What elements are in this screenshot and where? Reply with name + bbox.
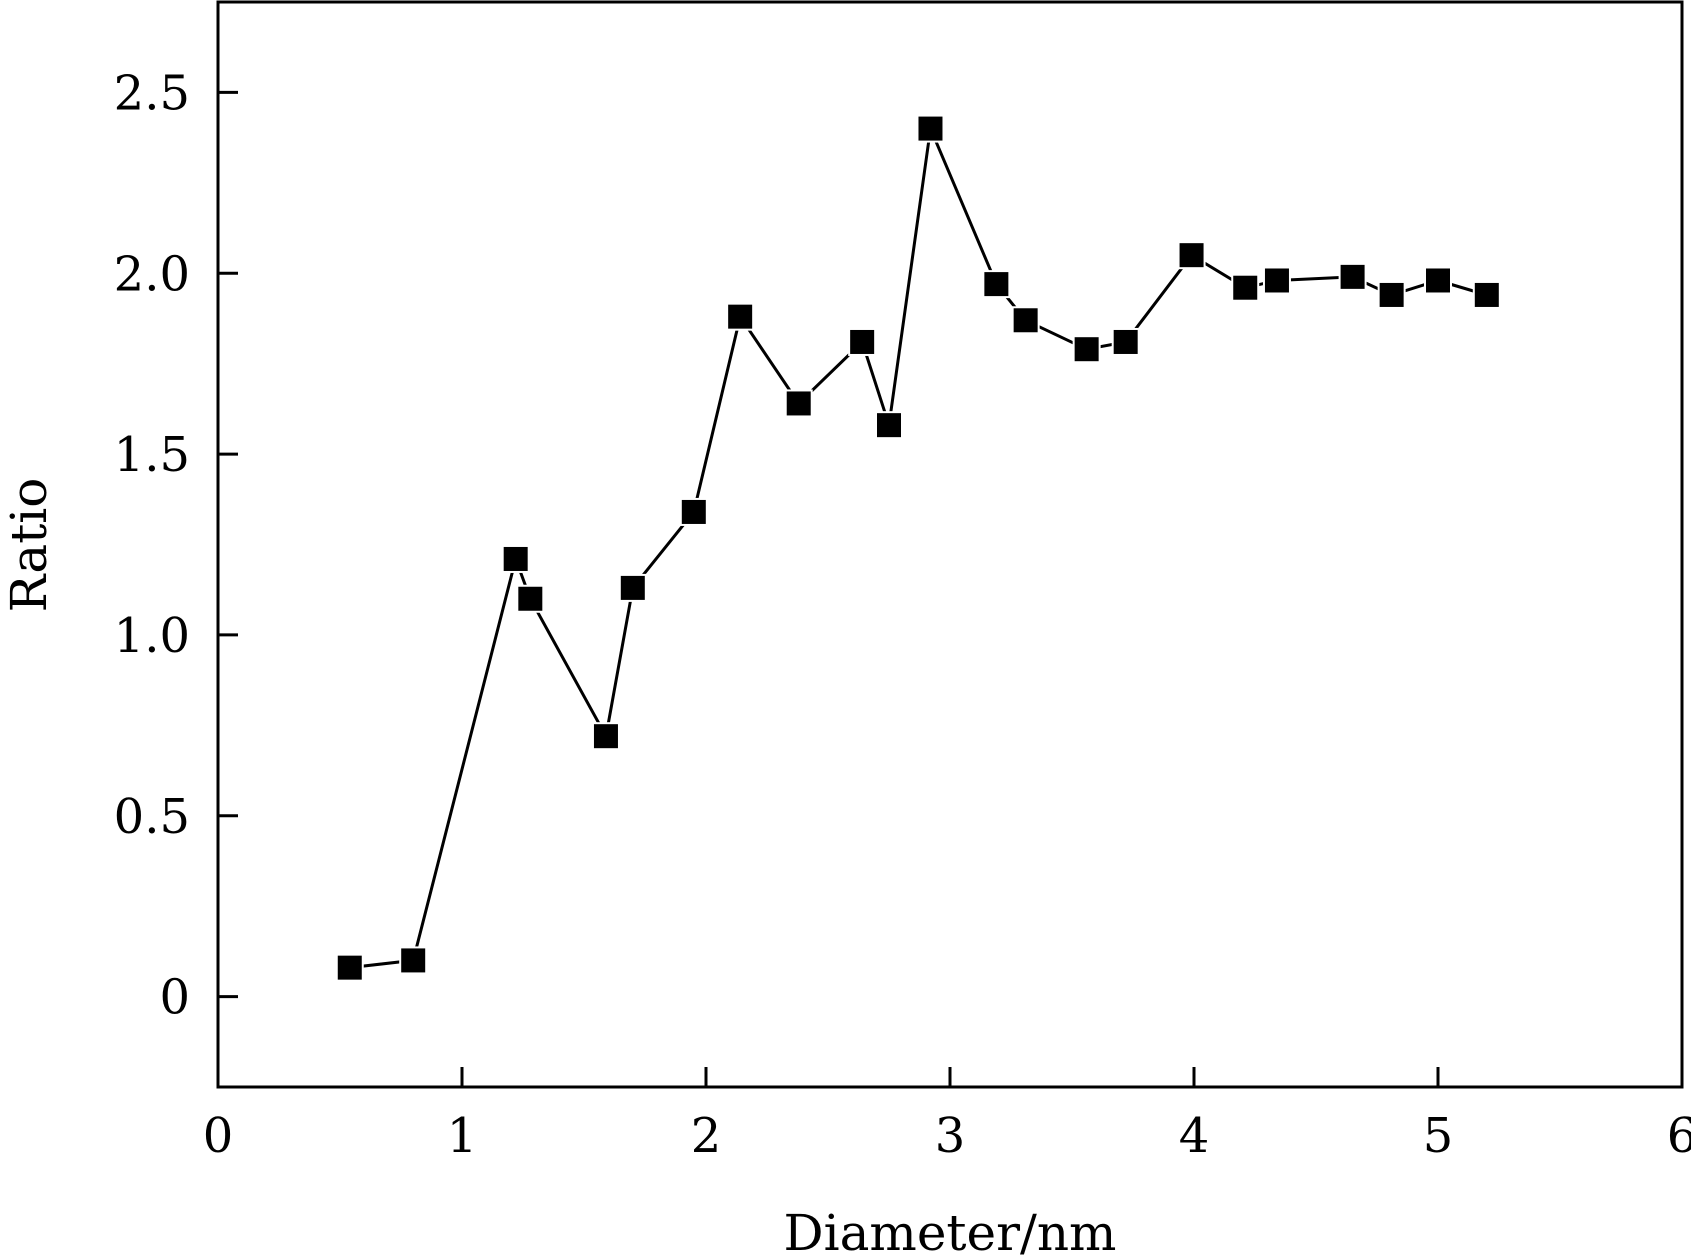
y-axis-ticks: 0 0.5 1.0 1.5 2.0 2.5 xyxy=(114,65,238,1026)
data-point xyxy=(1472,280,1501,309)
x-tick-label: 3 xyxy=(935,1108,966,1164)
x-tick-label: 2 xyxy=(691,1108,722,1164)
data-point xyxy=(618,573,647,602)
y-tick-label: 2.0 xyxy=(114,246,190,302)
data-point xyxy=(1424,266,1452,295)
x-tick-label: 4 xyxy=(1179,1108,1210,1164)
data-point xyxy=(1111,327,1140,356)
x-axis-ticks: 0 1 2 3 4 5 6 xyxy=(203,1067,1691,1164)
series-layer xyxy=(335,114,1501,982)
x-tick-label: 6 xyxy=(1667,1108,1691,1164)
data-point xyxy=(1177,241,1206,270)
data-point xyxy=(501,544,530,573)
data-point xyxy=(726,302,755,331)
y-tick-label: 0 xyxy=(159,970,190,1026)
data-point xyxy=(516,584,545,613)
data-point xyxy=(679,497,708,526)
y-tick-label: 0.5 xyxy=(114,789,190,845)
plot-frame xyxy=(216,0,1684,1089)
data-point xyxy=(1011,306,1040,335)
x-tick-label: 0 xyxy=(203,1108,234,1164)
y-tick-label: 1.0 xyxy=(114,608,190,664)
data-point xyxy=(335,953,364,982)
data-point xyxy=(1262,266,1291,295)
data-point xyxy=(982,270,1011,299)
x-axis-label: Diameter/nm xyxy=(784,1204,1117,1258)
data-point xyxy=(1377,280,1406,309)
data-point xyxy=(784,389,813,418)
data-point xyxy=(1231,273,1260,302)
y-axis-label: Ratio xyxy=(0,478,58,613)
y-tick-label: 2.5 xyxy=(114,65,190,121)
data-point xyxy=(1338,262,1367,291)
data-point xyxy=(916,114,945,143)
data-point xyxy=(848,327,877,356)
data-point xyxy=(399,946,428,975)
data-point xyxy=(591,722,620,751)
x-tick-label: 5 xyxy=(1423,1108,1454,1164)
data-point xyxy=(875,411,903,440)
x-tick-label: 1 xyxy=(447,1108,478,1164)
y-tick-label: 1.5 xyxy=(114,427,190,483)
data-point xyxy=(1072,335,1101,364)
